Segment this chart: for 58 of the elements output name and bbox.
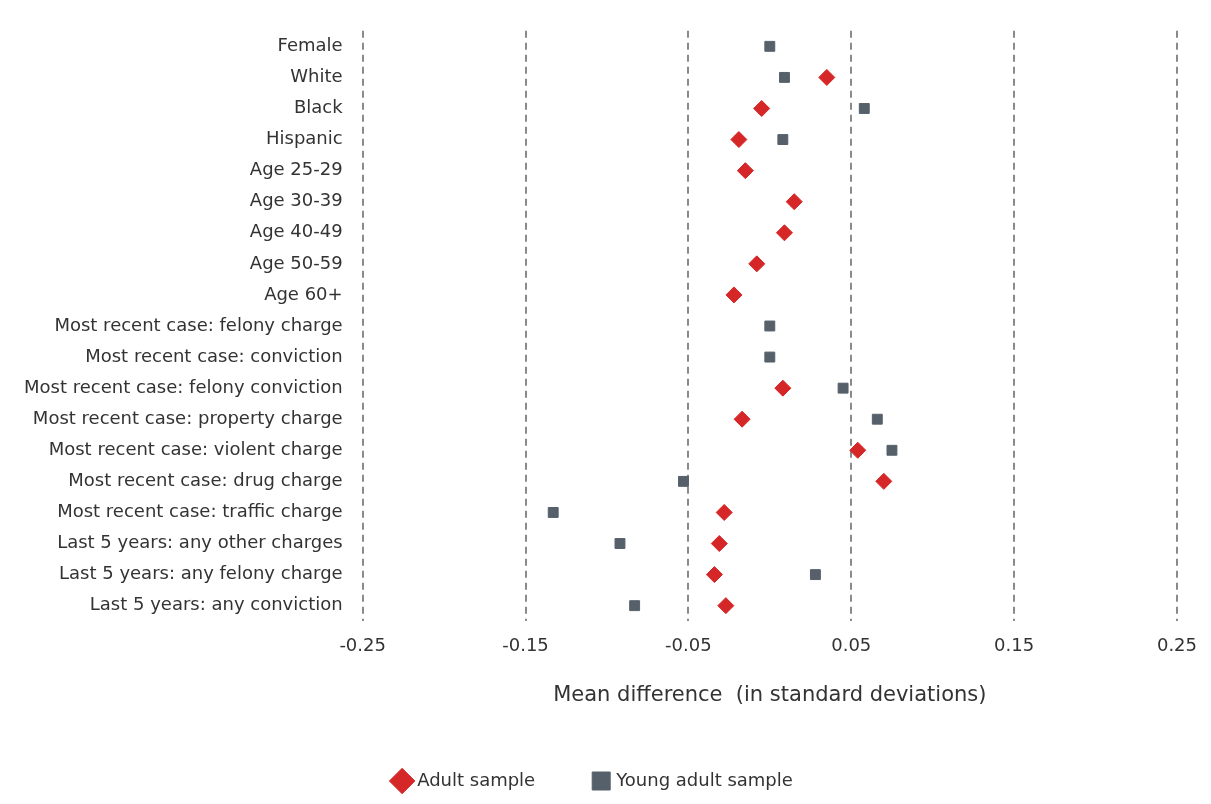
y-tick-label: Female — [277, 34, 343, 56]
y-tick-label: Age 25-29 — [249, 158, 343, 180]
point — [678, 475, 689, 487]
y-tick-label: Last 5 years: any conviction — [89, 593, 343, 615]
y-tick-label: Age 50-59 — [249, 251, 343, 273]
point — [777, 134, 789, 146]
y-tick-label: Most recent case: conviction — [85, 344, 343, 366]
point — [547, 506, 559, 518]
point — [764, 351, 776, 363]
point — [875, 472, 893, 490]
point — [629, 600, 641, 612]
point — [837, 382, 849, 394]
x-tick-label: -0.05 — [665, 633, 712, 655]
point — [809, 569, 821, 581]
y-tick-label: Age 40-49 — [249, 220, 343, 242]
x-tick-label: -0.25 — [339, 633, 386, 655]
y-tick-label: Black — [293, 96, 344, 118]
x-tick-label: 0.05 — [831, 633, 872, 655]
point — [779, 71, 790, 83]
x-tick-label: -0.15 — [502, 633, 549, 655]
point — [858, 103, 870, 114]
point — [705, 566, 723, 584]
point — [849, 441, 867, 459]
point — [717, 597, 735, 615]
x-axis-title: Mean difference (in standard deviations) — [553, 681, 987, 706]
point — [725, 286, 743, 304]
y-tick-label: Most recent case: drug charge — [68, 469, 343, 491]
y-tick-label: Hispanic — [265, 127, 343, 149]
point — [764, 40, 776, 52]
point — [774, 379, 792, 397]
x-tick-label: 0.25 — [1156, 633, 1197, 655]
y-tick-label: Age 30-39 — [249, 189, 343, 211]
y-tick-label: Most recent case: traffic charge — [57, 500, 343, 522]
y-tick-label: Most recent case: felony charge — [54, 313, 343, 335]
y-tick-label: Most recent case: property charge — [32, 406, 343, 428]
y-tick-label: White — [290, 65, 343, 87]
y-tick-label: Most recent case: felony conviction — [24, 375, 343, 397]
point — [785, 193, 803, 211]
legend-label: Young adult sample — [615, 768, 793, 790]
y-tick-label: Last 5 years: any other charges — [57, 531, 343, 553]
point — [715, 503, 733, 521]
point — [886, 444, 898, 456]
y-tick-label: Last 5 years: any felony charge — [59, 562, 343, 584]
point — [775, 224, 793, 242]
x-tick-label: 0.15 — [994, 633, 1035, 655]
point — [614, 538, 626, 549]
point — [730, 131, 748, 149]
point — [764, 320, 776, 332]
point — [753, 99, 771, 117]
point — [736, 162, 754, 180]
point — [733, 410, 751, 428]
point — [871, 413, 883, 425]
point — [710, 535, 728, 553]
y-tick-label: Age 60+ — [264, 282, 343, 304]
legend-label: Adult sample — [417, 768, 536, 790]
point — [818, 68, 836, 86]
y-tick-label: Most recent case: violent charge — [48, 437, 343, 459]
point — [748, 255, 766, 273]
